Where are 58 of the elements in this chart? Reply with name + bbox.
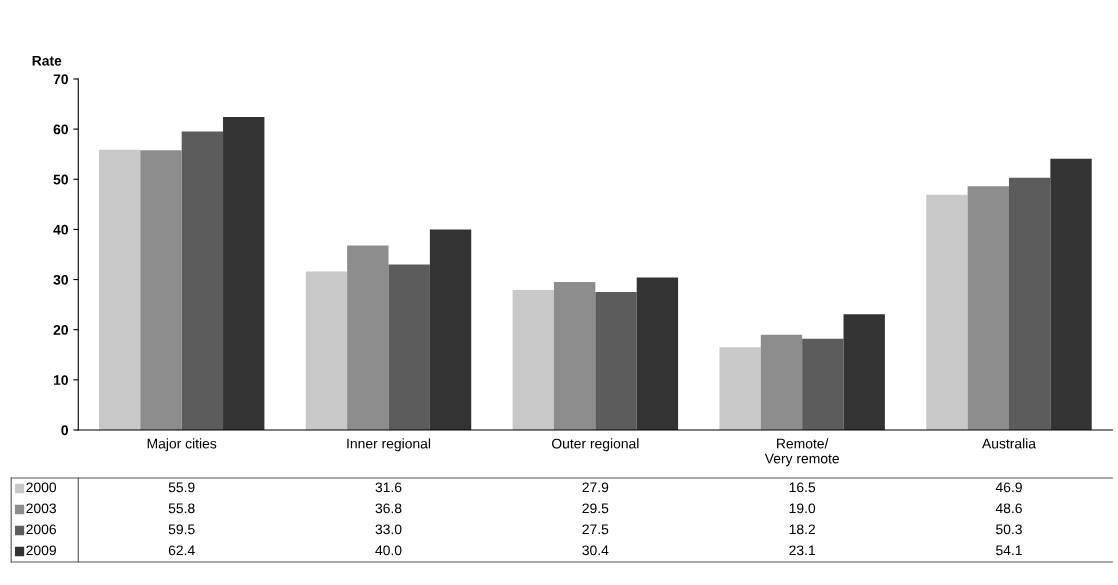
y-tick-label: 60 <box>53 124 68 135</box>
data-label: 46.9 <box>995 482 1022 493</box>
bar <box>719 347 761 430</box>
data-label: 19.0 <box>789 503 816 514</box>
data-label: 27.5 <box>582 524 609 535</box>
y-tick-label: 10 <box>53 375 68 385</box>
bar <box>140 150 182 430</box>
bar <box>802 338 844 430</box>
data-label: 40.0 <box>375 545 402 556</box>
y-tick-label: 50 <box>53 174 68 185</box>
y-tick-label: 30 <box>53 274 68 285</box>
data-label: 31.6 <box>375 482 402 493</box>
bar <box>636 277 679 430</box>
bar <box>98 149 141 430</box>
bar <box>843 314 885 430</box>
data-label: 16.5 <box>789 482 816 493</box>
x-tick-label: Remote/ Very remote <box>764 438 839 467</box>
y-tick-label: 70 <box>53 74 68 85</box>
legend-label: 2003 <box>26 503 56 514</box>
data-label: 36.8 <box>375 503 402 514</box>
x-tick-label: Outer regional <box>551 438 639 452</box>
bar <box>388 264 430 430</box>
bar <box>223 117 265 430</box>
y-axis-title: Rate <box>32 56 62 66</box>
data-label: 29.5 <box>582 503 609 514</box>
bar <box>1008 177 1051 430</box>
data-label: 55.8 <box>168 503 195 514</box>
bar <box>429 229 472 430</box>
data-label: 30.4 <box>582 545 609 556</box>
bar <box>1050 158 1092 430</box>
bar <box>305 271 348 430</box>
bar <box>553 282 596 430</box>
legend-label: 2006 <box>26 524 56 535</box>
data-label: 27.9 <box>582 482 609 493</box>
bar <box>512 290 554 430</box>
data-label: 48.6 <box>995 503 1022 514</box>
y-tick-label: 0 <box>61 425 68 436</box>
bar <box>926 194 968 430</box>
data-label: 54.1 <box>996 545 1022 556</box>
x-tick-label: Australia <box>982 438 1037 449</box>
y-tick-label: 40 <box>53 224 68 235</box>
data-label: 50.3 <box>996 524 1022 535</box>
data-label: 18.2 <box>789 524 815 535</box>
y-tick-label: 20 <box>53 325 68 335</box>
data-label: 55.9 <box>168 482 195 493</box>
data-label: 62.4 <box>168 545 195 556</box>
bar <box>181 131 224 430</box>
x-tick-label: Inner regional <box>347 438 431 452</box>
data-label: 59.5 <box>168 524 195 535</box>
legend-label: 2000 <box>26 482 57 493</box>
bar <box>347 245 389 430</box>
bar <box>595 292 637 430</box>
x-tick-label: Major cities <box>147 438 217 452</box>
bar <box>967 186 1009 430</box>
legend-label: 2009 <box>26 545 56 556</box>
data-label: 33.0 <box>375 524 402 535</box>
bar <box>760 334 803 430</box>
data-label: 23.1 <box>789 545 815 556</box>
